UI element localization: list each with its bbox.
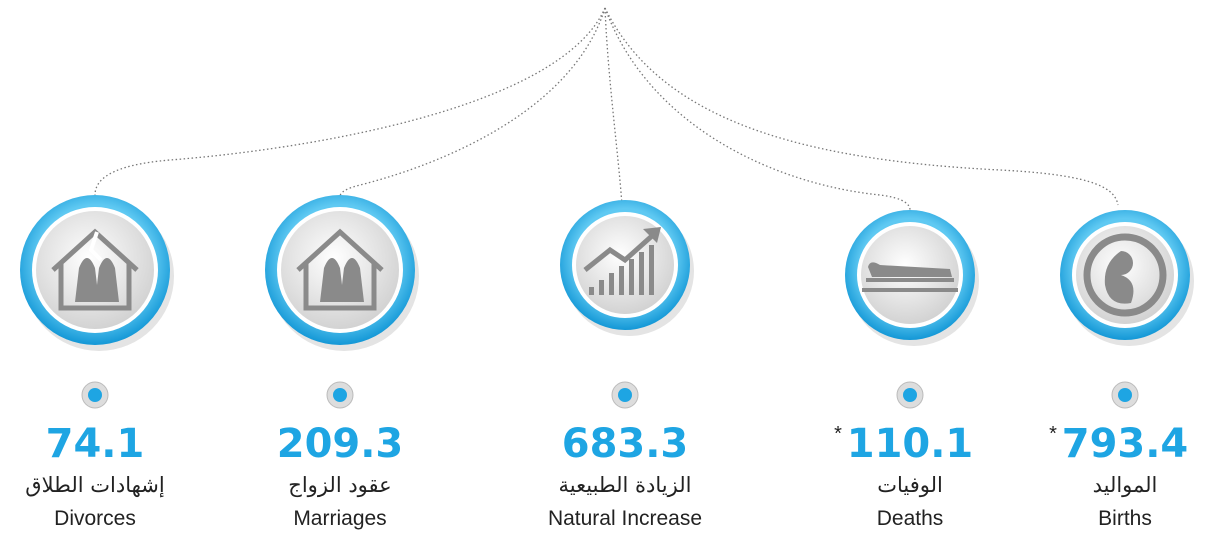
label-en: Marriages [293, 507, 386, 530]
node-inner [903, 388, 917, 402]
bed-icon [862, 278, 958, 292]
label-en: Births [1098, 507, 1152, 530]
connector [94, 7, 606, 196]
growth-bar [649, 245, 654, 295]
growth-bar [639, 252, 644, 295]
growth-bar [609, 273, 614, 295]
growth-bar [629, 259, 634, 295]
label-en: Divorces [54, 507, 136, 530]
label-ar: إشهادات الطلاق [25, 473, 164, 498]
label-ar: عقود الزواج [288, 473, 391, 498]
icon-face [1076, 226, 1174, 324]
growth-bar [599, 280, 604, 295]
item: 683.3 الزيادة الطبيعية Natural Increase [548, 200, 702, 530]
label-en: Natural Increase [548, 507, 702, 530]
growth-arrow [583, 233, 655, 272]
label-ar: الزيادة الطبيعية [559, 473, 692, 498]
womb-icon [1083, 233, 1167, 317]
connector [604, 7, 1119, 206]
node-inner [618, 388, 632, 402]
node-inner [1118, 388, 1132, 402]
people-icon [320, 258, 364, 302]
node-inner [333, 388, 347, 402]
growth-bar [619, 266, 624, 295]
fetus-icon [1104, 251, 1134, 304]
label-ar: الوفيات [877, 473, 943, 498]
body-icon [868, 262, 952, 277]
label-ar: المواليد [1093, 473, 1158, 498]
items: 74.1 إشهادات الطلاق Divorces 209.3 عقود الزو… [20, 195, 1194, 530]
value: 683.3 [562, 421, 689, 467]
item: 793.4* المواليد Births [1049, 210, 1194, 530]
connector [339, 7, 606, 198]
value: 209.3 [277, 421, 404, 467]
arrow-head [643, 227, 661, 243]
house-icon [296, 228, 384, 311]
value: 74.1 [46, 421, 145, 467]
label-en: Deaths [877, 507, 944, 530]
asterisk: * [1049, 423, 1057, 445]
connector [604, 7, 623, 206]
asterisk: * [834, 423, 842, 445]
people-icon [75, 258, 119, 302]
growth-bar [589, 287, 594, 295]
value: 793.4 [1062, 421, 1189, 467]
item: 209.3 عقود الزواج Marriages [265, 195, 419, 530]
value: 110.1 [847, 421, 974, 467]
connector [604, 7, 911, 211]
item: 74.1 إشهادات الطلاق Divorces [20, 195, 174, 530]
connectors [94, 7, 1119, 211]
crack [88, 231, 103, 262]
node-inner [88, 388, 102, 402]
item: 110.1* الوفيات Deaths [834, 210, 979, 530]
